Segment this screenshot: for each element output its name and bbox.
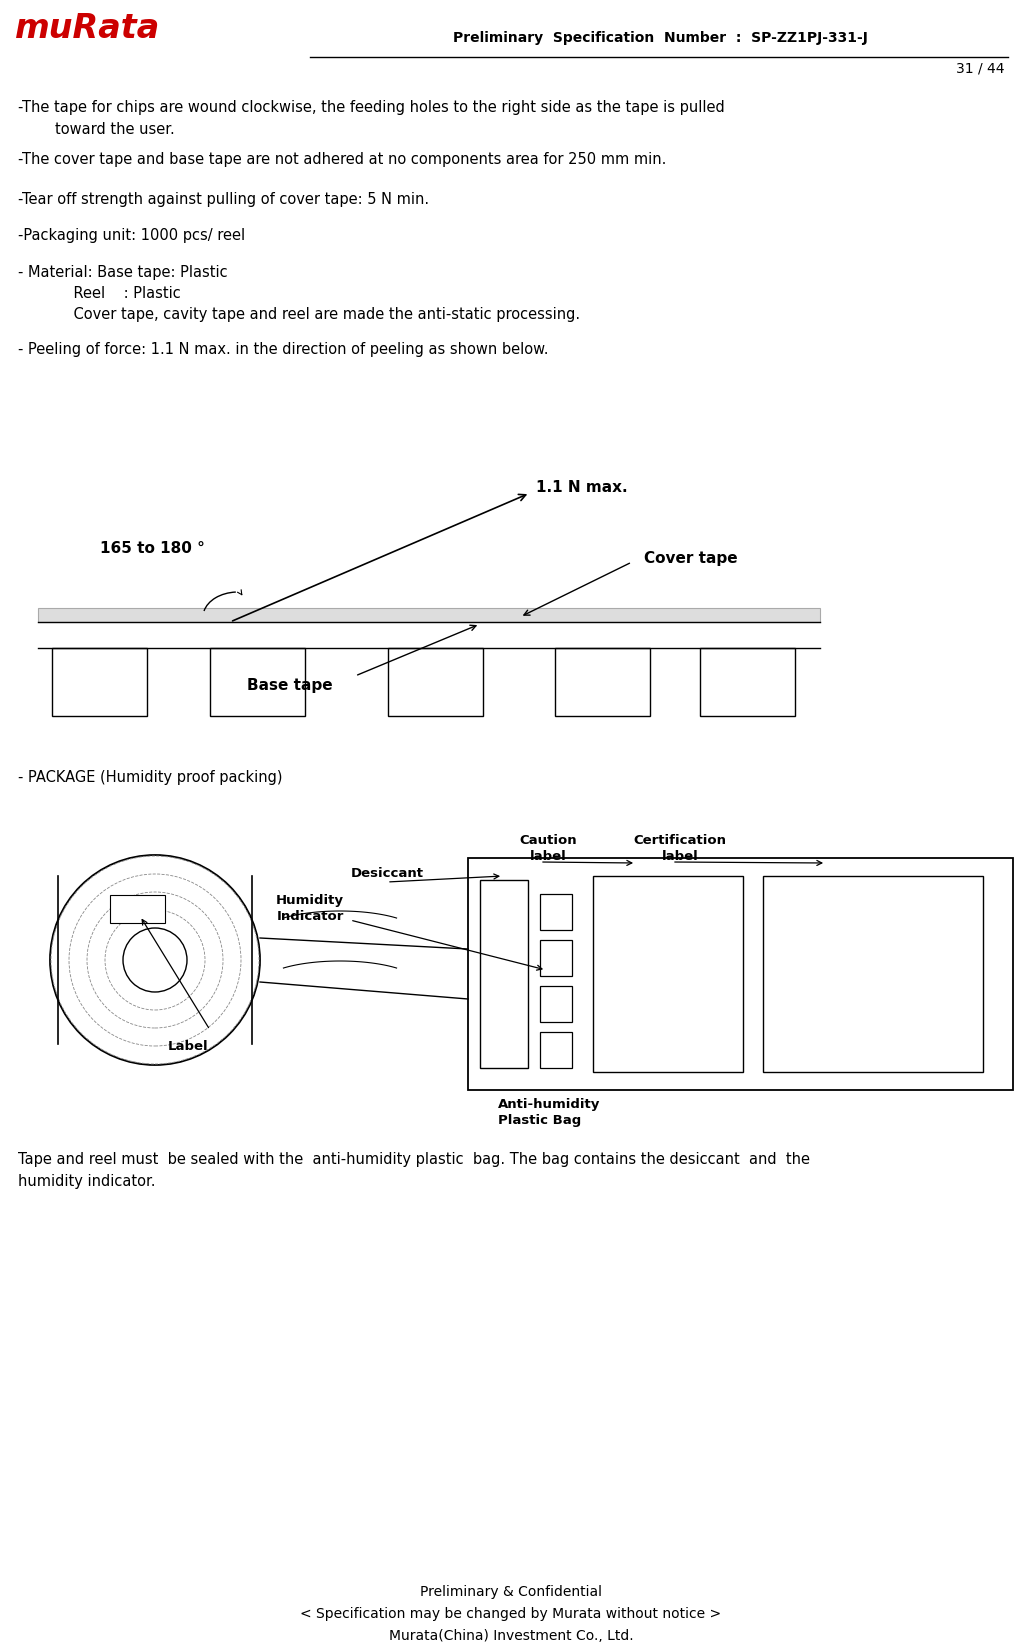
Text: humidity indicator.: humidity indicator. <box>18 1174 155 1189</box>
Text: Cover tape, cavity tape and reel are made the anti-static processing.: Cover tape, cavity tape and reel are mad… <box>18 307 580 322</box>
Text: Desiccant: Desiccant <box>351 867 424 880</box>
Text: toward the user.: toward the user. <box>18 122 175 137</box>
Text: -Packaging unit: 1000 pcs/ reel: -Packaging unit: 1000 pcs/ reel <box>18 228 246 243</box>
Text: Reel    : Plastic: Reel : Plastic <box>18 286 181 300</box>
Text: -Tear off strength against pulling of cover tape: 5 N min.: -Tear off strength against pulling of co… <box>18 192 429 206</box>
Text: Base tape: Base tape <box>248 677 332 692</box>
Bar <box>540 893 572 930</box>
Text: 31 / 44: 31 / 44 <box>955 61 1005 74</box>
Text: - PACKAGE (Humidity proof packing): - PACKAGE (Humidity proof packing) <box>18 769 282 784</box>
Bar <box>480 880 528 1068</box>
Bar <box>210 647 305 717</box>
Text: Anti-humidity
Plastic Bag: Anti-humidity Plastic Bag <box>498 1098 601 1128</box>
Text: 165 to 180 °: 165 to 180 ° <box>100 540 205 555</box>
Text: 1.1 N max.: 1.1 N max. <box>536 479 628 495</box>
Bar <box>388 647 483 717</box>
Bar <box>468 859 1013 1090</box>
Text: Humidity
Indicator: Humidity Indicator <box>276 893 344 923</box>
Text: Caution
label: Caution label <box>520 834 577 862</box>
Bar <box>540 1032 572 1068</box>
Text: Murata(China) Investment Co., Ltd.: Murata(China) Investment Co., Ltd. <box>389 1630 633 1643</box>
Bar <box>700 647 795 717</box>
Text: -The tape for chips are wound clockwise, the feeding holes to the right side as : -The tape for chips are wound clockwise,… <box>18 101 724 116</box>
Text: - Material: Base tape: Plastic: - Material: Base tape: Plastic <box>18 266 228 281</box>
Bar <box>38 608 820 622</box>
Bar <box>52 647 147 717</box>
Text: muRata: muRata <box>15 12 161 45</box>
Text: Preliminary & Confidential: Preliminary & Confidential <box>420 1585 602 1600</box>
Text: < Specification may be changed by Murata without notice >: < Specification may be changed by Murata… <box>301 1606 721 1621</box>
Text: Cover tape: Cover tape <box>644 550 738 566</box>
Bar <box>555 647 650 717</box>
Bar <box>593 877 743 1071</box>
Bar <box>540 939 572 976</box>
Text: Preliminary  Specification  Number  :  SP-ZZ1PJ-331-J: Preliminary Specification Number : SP-ZZ… <box>452 31 868 45</box>
Bar <box>540 986 572 1022</box>
Text: Certification
label: Certification label <box>633 834 726 862</box>
Text: Label: Label <box>168 1040 209 1053</box>
Text: -The cover tape and base tape are not adhered at no components area for 250 mm m: -The cover tape and base tape are not ad… <box>18 152 666 167</box>
Text: Tape and reel must  be sealed with the  anti-humidity plastic  bag. The bag cont: Tape and reel must be sealed with the an… <box>18 1152 810 1167</box>
Text: - Peeling of force: 1.1 N max. in the direction of peeling as shown below.: - Peeling of force: 1.1 N max. in the di… <box>18 342 548 357</box>
Bar <box>110 895 165 923</box>
Bar <box>763 877 983 1071</box>
